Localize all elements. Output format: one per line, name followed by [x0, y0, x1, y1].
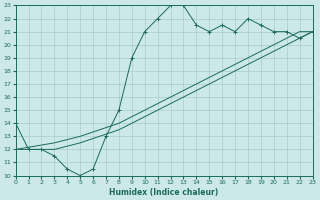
X-axis label: Humidex (Indice chaleur): Humidex (Indice chaleur) — [109, 188, 219, 197]
